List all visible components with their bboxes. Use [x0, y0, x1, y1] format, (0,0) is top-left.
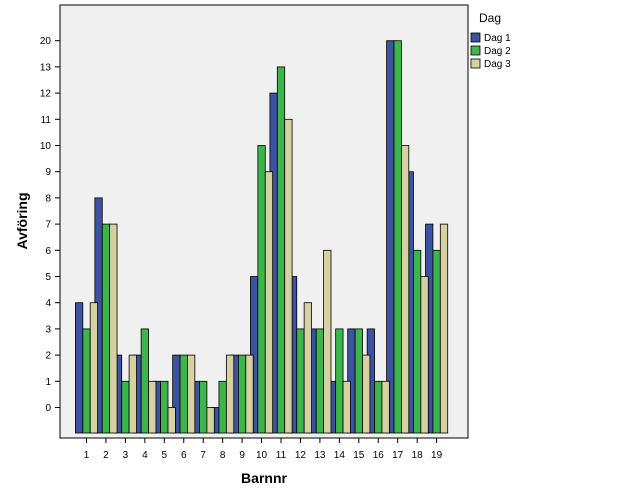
x-tick-label: 1: [84, 450, 90, 461]
legend-title: Dag: [479, 11, 501, 25]
x-tick-label: 11: [276, 450, 287, 461]
bar: [75, 302, 84, 434]
bar: [128, 354, 137, 434]
x-tick-label: 2: [103, 450, 109, 461]
bar: [199, 380, 208, 434]
bar: [121, 380, 130, 434]
y-tick-label: 13: [40, 62, 52, 73]
x-tick-label: 8: [220, 450, 226, 461]
bar: [315, 328, 325, 434]
legend-label: Dag 1: [484, 33, 511, 44]
bar: [109, 223, 118, 434]
bar: [386, 40, 395, 434]
y-tick-label: 11: [41, 115, 52, 126]
bar: [296, 328, 305, 434]
bar: [89, 302, 98, 434]
x-axis-ticks: 1 2 3 4 5 6 7 8 9 10 11 12 13 14 15 16 17 18 19: [84, 438, 443, 461]
x-tick-label: 14: [334, 450, 346, 461]
bar: [420, 276, 429, 434]
x-tick-label: 12: [295, 450, 307, 461]
bar: [439, 223, 449, 434]
bar: [342, 380, 351, 434]
y-tick-label: 2: [45, 351, 51, 362]
y-tick-label: 6: [45, 246, 51, 257]
bar: [335, 328, 344, 434]
y-tick-label: 3: [45, 324, 51, 335]
legend-swatch: [470, 45, 481, 56]
y-tick-label: 4: [45, 298, 51, 309]
bars: [75, 40, 449, 434]
y-tick-label: 10: [40, 141, 52, 152]
bar: [237, 354, 247, 434]
x-tick-label: 17: [392, 450, 404, 461]
x-tick-label: 13: [314, 450, 326, 461]
bar: [284, 118, 293, 434]
bar: [140, 328, 149, 434]
x-tick-label: 4: [142, 450, 148, 461]
x-tick-label: 5: [162, 450, 168, 461]
bar: [101, 223, 111, 434]
bar: [179, 354, 188, 434]
x-tick-label: 10: [256, 450, 268, 461]
x-tick-label: 7: [200, 450, 206, 461]
y-tick-label: 1: [45, 377, 51, 388]
y-tick-label: 20: [40, 36, 52, 47]
bar: [257, 145, 266, 434]
bar: [413, 249, 422, 434]
y-tick-label: 0: [45, 403, 51, 414]
legend-swatch: [470, 32, 481, 43]
bar: [276, 66, 286, 434]
x-tick-label: 6: [181, 450, 187, 461]
bar: [245, 354, 254, 434]
bar: [374, 380, 383, 434]
y-tick-label: 12: [40, 89, 52, 100]
y-tick-label: 5: [45, 272, 51, 283]
bar: [160, 380, 169, 434]
bar: [381, 380, 390, 434]
legend-swatch: [470, 58, 481, 69]
bar: [432, 249, 441, 434]
x-tick-label: 9: [239, 450, 245, 461]
legend-label: Dag 2: [484, 46, 511, 57]
x-tick-label: 19: [431, 450, 443, 461]
bar: [400, 145, 410, 434]
bar: [206, 407, 215, 434]
bar: [362, 354, 371, 434]
x-tick-label: 3: [123, 450, 129, 461]
y-axis-label: Avföring: [14, 192, 30, 249]
bar: [82, 328, 91, 434]
bar: [148, 380, 157, 434]
bar: [303, 302, 312, 434]
bar: [218, 380, 227, 434]
legend-label: Dag 3: [484, 59, 511, 70]
bar: [354, 328, 363, 434]
bar: [187, 354, 196, 434]
x-tick-label: 15: [353, 450, 365, 461]
bar: [323, 249, 332, 434]
bar: [393, 40, 402, 434]
bar: [225, 354, 235, 434]
bar: [264, 171, 274, 434]
legend: Dag Dag 1 Dag 2 Dag 3: [470, 11, 511, 70]
y-tick-label: 9: [45, 167, 51, 178]
y-tick-label: 8: [45, 193, 51, 204]
y-tick-label: 7: [45, 220, 51, 231]
x-axis-label: Barnnr: [241, 470, 287, 486]
x-tick-label: 16: [373, 450, 385, 461]
bar: [167, 407, 176, 434]
x-tick-label: 18: [412, 450, 424, 461]
